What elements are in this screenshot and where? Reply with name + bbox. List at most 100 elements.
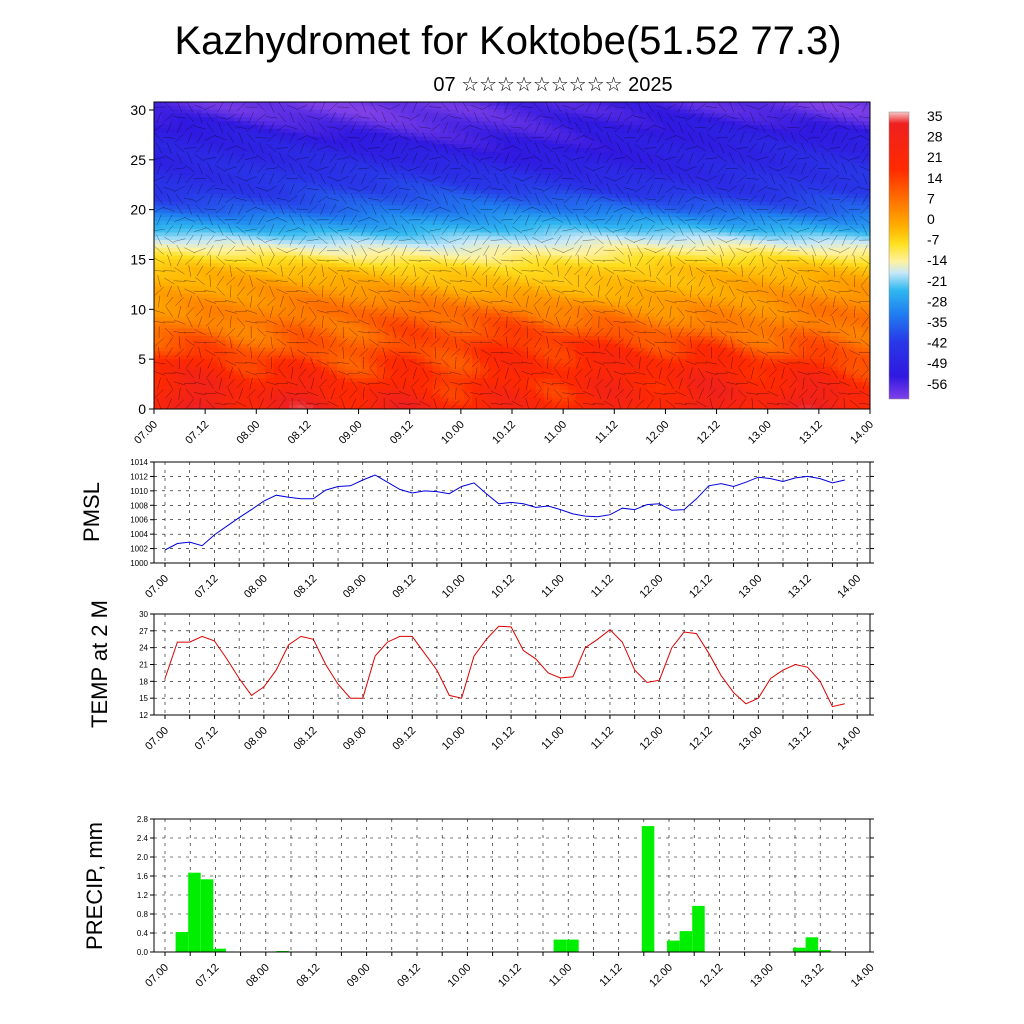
heatmap-cell <box>344 144 354 149</box>
heatmap-cell <box>273 151 282 157</box>
heatmap-cell <box>702 163 712 168</box>
heatmap-cell <box>472 159 481 164</box>
heatmap-cell <box>671 190 680 195</box>
heatmap-cell <box>384 274 394 280</box>
heatmap-cell <box>185 163 195 168</box>
heatmap-cell <box>169 140 179 145</box>
heatmap-cell <box>790 117 799 122</box>
heatmap-cell <box>822 232 831 237</box>
heatmap-cell <box>154 278 163 283</box>
heatmap-cell <box>519 105 529 111</box>
heatmap-cell <box>631 159 640 164</box>
heatmap-cell <box>535 102 545 107</box>
heatmap-cell <box>846 309 855 314</box>
heatmap-cell <box>161 309 171 314</box>
heatmap-cell <box>488 121 497 126</box>
heatmap-cell <box>480 178 489 184</box>
heatmap-cell <box>615 151 624 157</box>
heatmap-cell <box>790 194 799 199</box>
heatmap-cell <box>504 174 513 180</box>
heatmap-cell <box>217 171 227 176</box>
heatmap-cell <box>257 151 266 157</box>
heatmap-cell <box>623 148 632 153</box>
heatmap-cell <box>289 136 298 141</box>
heatmap-cell <box>742 213 752 218</box>
heatmap-cell <box>257 205 266 211</box>
heatmap-cell <box>416 213 426 218</box>
heatmap-cell <box>201 243 211 249</box>
heatmap-cell <box>233 290 243 295</box>
heatmap-cell <box>830 213 839 218</box>
heatmap-cell <box>360 148 370 153</box>
heatmap-cell <box>742 190 752 195</box>
heatmap-cell <box>702 167 712 172</box>
heatmap-cell <box>384 102 394 107</box>
heatmap-cell <box>424 171 434 176</box>
heatmap-cell <box>193 274 203 280</box>
heatmap-cell <box>607 301 617 306</box>
heatmap-cell <box>241 236 251 241</box>
heatmap-cell <box>854 117 863 122</box>
heatmap-cell <box>655 251 664 257</box>
heatmap-cell <box>193 167 203 172</box>
heatmap-cell <box>543 128 553 134</box>
heatmap-cell <box>519 144 529 149</box>
heatmap-cell <box>352 132 362 138</box>
heatmap-cell <box>639 171 648 176</box>
heatmap-cell <box>400 259 410 264</box>
heatmap-cell <box>726 278 736 283</box>
heatmap-cell <box>694 232 704 237</box>
heatmap-cell <box>305 105 314 111</box>
heatmap-cell <box>416 297 426 303</box>
heatmap-cell <box>201 113 211 118</box>
heatmap-cell <box>559 174 569 180</box>
heatmap-cell <box>416 313 426 318</box>
heatmap-cell <box>400 144 410 149</box>
heatmap-cell <box>472 293 481 299</box>
heatmap-cell <box>543 194 553 199</box>
heatmap-cell <box>766 151 776 157</box>
heatmap-cell <box>671 217 680 222</box>
heatmap-cell <box>734 217 744 222</box>
heatmap-cell <box>169 178 179 184</box>
heatmap-cell <box>480 259 489 264</box>
heatmap-cell <box>376 178 386 184</box>
heatmap-cell <box>154 209 163 214</box>
heatmap-cell <box>344 174 354 180</box>
heatmap-cell <box>798 159 807 164</box>
heatmap-cell <box>734 128 744 134</box>
heatmap-cell <box>822 151 831 157</box>
heatmap-cell <box>336 105 346 111</box>
heatmap-cell <box>440 240 449 245</box>
heatmap-cell <box>694 259 704 264</box>
heatmap-cell <box>535 151 545 157</box>
heatmap-cell <box>718 236 728 241</box>
heatmap-cell <box>305 224 314 230</box>
heatmap-cell <box>225 190 235 195</box>
heatmap-cell <box>154 155 163 161</box>
heatmap-cell <box>440 305 449 310</box>
heatmap-cell <box>169 236 179 241</box>
heatmap-cell <box>281 236 290 241</box>
heatmap-cell <box>480 243 489 249</box>
heatmap-cell <box>583 205 593 211</box>
heatmap-cell <box>830 286 839 291</box>
heatmap-cell <box>607 224 617 230</box>
heatmap-cell <box>424 309 434 314</box>
heatmap-cell <box>464 201 473 207</box>
heatmap-cell <box>830 209 839 214</box>
heatmap-cell <box>726 255 736 260</box>
heatmap-cell <box>154 128 163 134</box>
heatmap-cell <box>424 301 434 306</box>
heatmap-cell <box>448 263 457 268</box>
heatmap-cell <box>400 132 410 138</box>
heatmap-cell <box>321 290 330 295</box>
heatmap-cell <box>313 247 322 253</box>
heatmap-cell <box>631 144 640 149</box>
heatmap-cell <box>249 228 259 234</box>
heatmap-cell <box>527 201 537 207</box>
heatmap-cell <box>281 109 290 115</box>
heatmap-cell <box>416 159 426 164</box>
heatmap-cell <box>647 159 656 164</box>
heatmap-cell <box>694 171 704 176</box>
